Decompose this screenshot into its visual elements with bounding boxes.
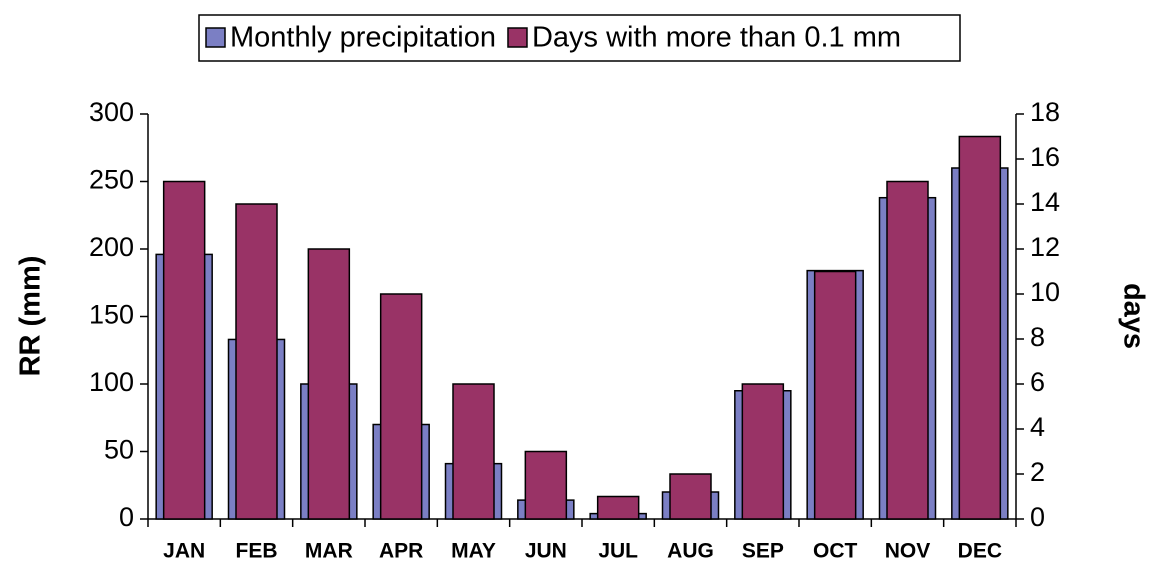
x-tick-label: DEC xyxy=(958,540,1002,563)
y2-tick-label: 2 xyxy=(1030,457,1045,487)
y-tick-label: 100 xyxy=(89,367,134,397)
y2-tick-label: 4 xyxy=(1030,412,1045,442)
y2-tick-label: 8 xyxy=(1030,322,1045,352)
x-tick-label: MAY xyxy=(451,540,496,563)
bar xyxy=(162,180,206,520)
y2-tick-label: 16 xyxy=(1030,142,1060,172)
y-tick-label: 250 xyxy=(89,165,134,195)
legend-swatch xyxy=(205,27,226,48)
x-tick-label: JUN xyxy=(525,540,567,563)
y2-tick-label: 10 xyxy=(1030,277,1060,307)
y2-axis-label: days xyxy=(1117,283,1149,349)
bar xyxy=(235,203,278,520)
legend-swatch xyxy=(507,27,528,48)
legend-box xyxy=(198,14,961,62)
bar xyxy=(886,180,929,520)
y-tick-label: 150 xyxy=(89,300,134,330)
x-tick-label: JUL xyxy=(598,540,638,563)
bar xyxy=(741,383,785,520)
bar xyxy=(379,293,423,520)
x-tick-label: JAN xyxy=(163,540,205,563)
bar xyxy=(813,270,857,520)
y2-tick-label: 18 xyxy=(1030,97,1060,127)
legend-label: Monthly precipitation xyxy=(230,22,496,54)
bar xyxy=(452,383,495,520)
bar xyxy=(669,473,712,520)
y2-tick-label: 12 xyxy=(1030,232,1060,262)
y-tick-label: 300 xyxy=(89,97,134,127)
y2-tick-label: 0 xyxy=(1030,502,1045,532)
bar xyxy=(596,495,640,520)
bar xyxy=(524,450,568,520)
x-tick-label: MAR xyxy=(305,540,353,563)
x-tick-label: SEP xyxy=(742,540,784,563)
x-tick-label: APR xyxy=(379,540,423,563)
x-tick-label: OCT xyxy=(813,540,858,563)
y-axis-label: RR (mm) xyxy=(15,256,47,377)
x-tick-label: AUG xyxy=(667,540,714,563)
y2-tick-label: 6 xyxy=(1030,367,1045,397)
y-tick-label: 50 xyxy=(104,435,134,465)
bar xyxy=(958,135,1002,520)
y-tick-label: 0 xyxy=(119,502,134,532)
legend-label: Days with more than 0.1 mm xyxy=(532,22,901,54)
y-tick-label: 200 xyxy=(89,232,134,262)
y2-tick-label: 14 xyxy=(1030,187,1060,217)
x-tick-label: NOV xyxy=(885,540,931,563)
bar xyxy=(307,248,351,520)
x-tick-label: FEB xyxy=(236,540,278,563)
